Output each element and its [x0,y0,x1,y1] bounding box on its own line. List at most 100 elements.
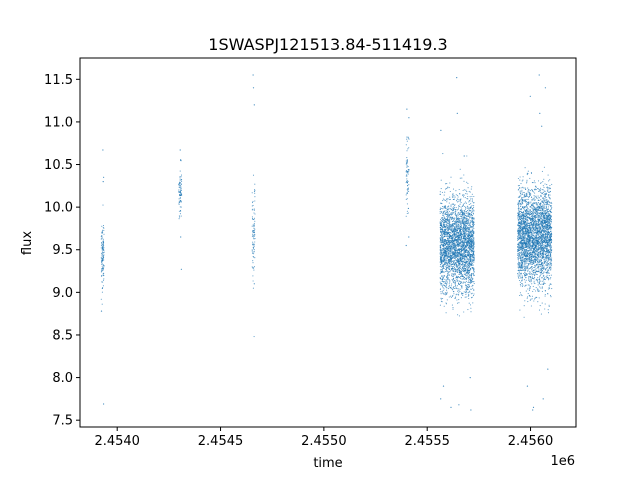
data-point [447,230,449,232]
data-point [472,268,474,270]
data-point [472,264,474,266]
data-point [457,221,459,223]
data-point [455,256,457,258]
data-point [543,214,545,216]
data-point [178,210,180,212]
data-point [460,229,462,231]
data-point [447,277,449,279]
data-point [405,182,407,184]
data-point [468,223,470,225]
data-point [444,292,446,294]
data-point [440,271,443,273]
data-point [456,229,458,231]
data-point [520,256,522,258]
data-point [102,257,104,259]
data-point [466,236,468,238]
data-point [537,212,539,214]
data-point [461,210,463,212]
data-point [470,232,472,234]
data-point [467,227,469,229]
data-point [458,217,460,220]
data-point [465,230,467,232]
data-point [466,222,468,225]
data-point [544,242,546,244]
data-point [549,257,551,259]
data-point [473,238,475,240]
data-point [465,233,468,235]
data-point [549,225,552,227]
data-point [470,254,472,256]
data-point [536,250,539,252]
data-point [538,281,540,283]
data-point [464,221,466,224]
data-point [465,231,467,233]
data-point [459,222,461,224]
data-point [464,245,467,247]
data-point [526,250,528,252]
data-point [545,199,547,201]
data-point [454,231,456,233]
data-point [531,267,533,270]
data-point [517,235,519,237]
data-point [444,191,446,193]
data-point [443,206,445,208]
data-point [251,225,253,227]
data-point [453,196,455,198]
data-point [455,265,457,267]
data-point [456,279,458,281]
data-point [472,236,474,238]
data-point [446,262,449,264]
data-point [469,223,471,225]
data-point [453,254,455,256]
data-point [472,238,474,240]
data-point [539,277,541,279]
data-point [472,285,474,287]
data-point [548,286,550,289]
data-point [455,257,457,259]
data-point [442,252,444,254]
data-point [406,138,408,140]
data-point [457,194,459,196]
data-point [452,212,454,214]
data-point [444,228,446,230]
data-point [471,219,473,221]
data-point [462,203,464,205]
data-point [408,190,410,193]
data-point [460,254,462,256]
data-point [451,270,453,272]
data-point [445,293,447,295]
data-point [448,212,450,214]
data-point [460,214,462,216]
data-point [446,248,448,250]
data-point [467,295,469,297]
data-point [462,253,464,255]
data-point [473,247,475,249]
data-point [461,234,463,236]
data-point [538,229,540,231]
data-point [529,280,531,282]
data-point [464,256,466,258]
data-point [179,213,181,215]
data-point [469,196,471,198]
data-point [543,166,545,168]
data-point [406,180,408,182]
data-point [452,273,454,275]
data-point [441,249,443,251]
data-point [178,218,180,220]
data-point [540,191,542,193]
data-point [519,190,521,192]
data-point [531,230,533,232]
data-point [464,217,466,219]
data-point [453,246,455,248]
data-point [449,263,451,265]
data-point [468,278,471,281]
data-point [440,188,442,190]
data-point [103,251,105,253]
data-point [102,269,104,271]
data-point [466,245,468,247]
data-point [100,257,102,259]
data-point [456,231,458,233]
data-point [452,252,454,254]
data-point [533,248,535,250]
data-point [466,210,469,212]
